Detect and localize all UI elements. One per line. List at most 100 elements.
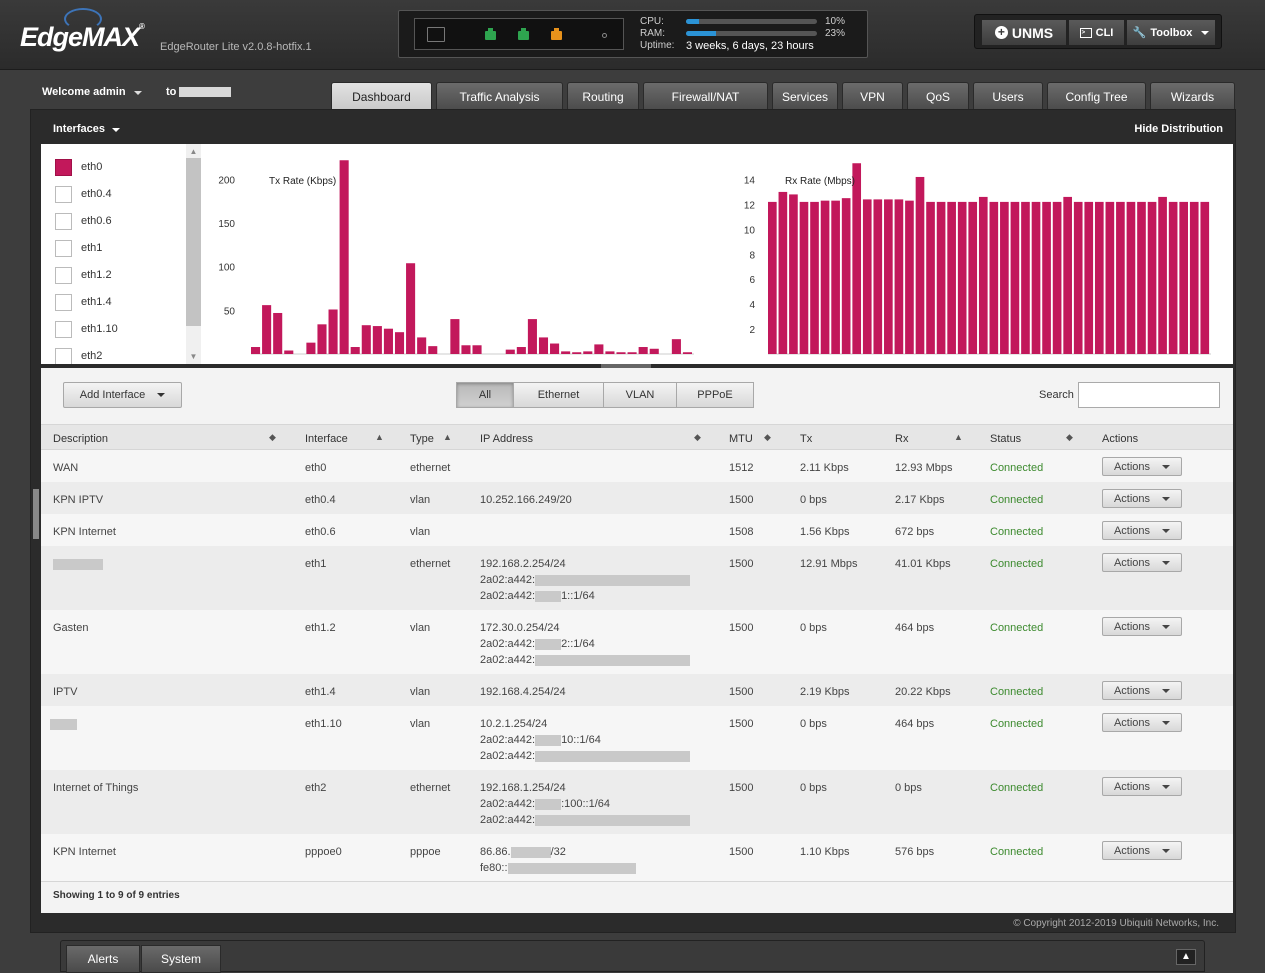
interface-option[interactable]: eth0.4: [55, 185, 112, 203]
port-eth2-icon[interactable]: [551, 28, 562, 40]
interfaces-table-area: Add Interface All Ethernet VLAN PPPoE Se…: [41, 368, 1233, 913]
row-ip-address: 10.252.166.249/20: [480, 492, 572, 508]
tab-users[interactable]: Users: [973, 82, 1043, 110]
sort-both-icon[interactable]: ◆: [1066, 432, 1073, 442]
chart-bar: [450, 319, 460, 354]
ip-line: 10.252.166.249/20: [480, 494, 572, 506]
tab-qos[interactable]: QoS: [907, 82, 969, 110]
chart-bar: [947, 201, 956, 354]
add-interface-button[interactable]: Add Interface: [63, 382, 182, 408]
y-tick-label: 8: [749, 250, 755, 261]
interface-checkbox[interactable]: [55, 239, 72, 257]
interface-checkbox[interactable]: [55, 266, 72, 284]
col-rx[interactable]: Rx: [895, 433, 909, 445]
interface-option[interactable]: eth0: [55, 158, 102, 176]
actions-button[interactable]: Actions: [1102, 681, 1182, 700]
dock-tab-system[interactable]: System: [141, 945, 221, 973]
chevron-up-icon[interactable]: ▲: [1176, 949, 1196, 965]
interface-option-label: eth0: [81, 161, 103, 173]
filter-vlan[interactable]: VLAN: [603, 382, 677, 408]
interface-option-label: eth0.4: [81, 188, 112, 200]
y-tick-label: 12: [744, 200, 756, 211]
col-description[interactable]: Description: [53, 433, 109, 445]
chevron-down-icon: [1162, 624, 1171, 629]
interface-checkbox[interactable]: [55, 212, 72, 230]
scroll-down-icon[interactable]: ▼: [189, 352, 198, 361]
port-eth0-icon[interactable]: [485, 28, 496, 40]
col-interface[interactable]: Interface: [305, 433, 348, 445]
col-tx[interactable]: Tx: [800, 433, 813, 445]
row-interface: eth1.4: [305, 686, 336, 698]
col-status[interactable]: Status: [990, 433, 1022, 445]
user-menu[interactable]: Welcome admin: [42, 86, 142, 98]
dock-tab-alerts[interactable]: Alerts: [66, 945, 140, 973]
tab-routing[interactable]: Routing: [567, 82, 639, 110]
actions-button[interactable]: Actions: [1102, 841, 1182, 860]
actions-label: Actions: [1113, 716, 1151, 729]
interface-option[interactable]: eth1.4: [55, 293, 112, 311]
interface-option[interactable]: eth1.2: [55, 266, 112, 284]
interface-checkbox[interactable]: [55, 158, 72, 176]
scroll-up-icon[interactable]: ▲: [189, 147, 198, 156]
interface-list-scrollbar[interactable]: ▲ ▼: [186, 144, 201, 364]
sort-asc-icon[interactable]: ▲: [443, 432, 452, 442]
toolbox-button[interactable]: 🔧 Toolbox: [1126, 19, 1216, 46]
row-rx: 12.93 Mbps: [895, 462, 953, 474]
tab-services[interactable]: Services: [772, 82, 838, 110]
actions-button[interactable]: Actions: [1102, 617, 1182, 636]
interface-option[interactable]: eth1: [55, 239, 102, 257]
row-mtu: 1500: [729, 622, 754, 634]
search-input[interactable]: [1078, 382, 1220, 408]
redacted-ip-segment: [535, 638, 562, 650]
tab-config-tree[interactable]: Config Tree: [1047, 82, 1146, 110]
actions-button[interactable]: Actions: [1102, 457, 1182, 476]
actions-button[interactable]: Actions: [1102, 553, 1182, 572]
hide-distribution-link[interactable]: Hide Distribution: [1134, 123, 1223, 135]
filter-pppoe[interactable]: PPPoE: [676, 382, 754, 408]
chart-bar: [1063, 196, 1072, 354]
interface-option[interactable]: eth0.6: [55, 212, 112, 230]
col-ip-address[interactable]: IP Address: [480, 433, 533, 445]
actions-button[interactable]: Actions: [1102, 489, 1182, 508]
unms-button[interactable]: + UNMS: [981, 19, 1067, 46]
tab-firewall-nat[interactable]: Firewall/NAT: [643, 82, 768, 110]
tab-traffic-analysis[interactable]: Traffic Analysis: [436, 82, 563, 110]
scrollbar-thumb[interactable]: [186, 158, 201, 326]
interface-checkbox[interactable]: [55, 320, 72, 338]
tab-vpn[interactable]: VPN: [842, 82, 903, 110]
interface-checkbox[interactable]: [55, 293, 72, 311]
copyright: © Copyright 2012-2019 Ubiquiti Networks,…: [1013, 918, 1219, 929]
tab-wizards[interactable]: Wizards: [1150, 82, 1235, 110]
col-type[interactable]: Type: [410, 433, 434, 445]
filter-ethernet[interactable]: Ethernet: [513, 382, 604, 408]
row-mtu: 1500: [729, 782, 754, 794]
resize-handle[interactable]: [601, 364, 651, 368]
chart-bar: [810, 201, 819, 354]
sort-asc-icon[interactable]: ▲: [954, 432, 963, 442]
interfaces-header: Interfaces Hide Distribution: [41, 110, 1233, 144]
interface-checkbox[interactable]: [55, 347, 72, 364]
row-description: KPN IPTV: [53, 494, 104, 506]
port-eth1-icon[interactable]: [518, 28, 529, 40]
interface-option[interactable]: eth1.10: [55, 320, 118, 338]
actions-button[interactable]: Actions: [1102, 521, 1182, 540]
interface-option[interactable]: eth2: [55, 347, 102, 364]
cli-button[interactable]: > CLI: [1068, 19, 1125, 46]
chart-bar: [778, 191, 788, 354]
sort-both-icon[interactable]: ◆: [694, 432, 701, 442]
hostname-label: to: [166, 86, 232, 98]
tab-dashboard[interactable]: Dashboard: [331, 82, 432, 111]
filter-all[interactable]: All: [456, 382, 514, 408]
toolbar-group: + UNMS > CLI 🔧 Toolbox: [974, 14, 1222, 49]
chart-bar: [1000, 201, 1009, 354]
col-mtu[interactable]: MTU: [729, 433, 753, 445]
actions-button[interactable]: Actions: [1102, 777, 1182, 796]
interfaces-dropdown[interactable]: Interfaces: [53, 123, 120, 135]
side-drawer-handle[interactable]: [33, 489, 39, 539]
interface-checkbox[interactable]: [55, 185, 72, 203]
sort-both-icon[interactable]: ◆: [269, 432, 276, 442]
actions-button[interactable]: Actions: [1102, 713, 1182, 732]
sort-both-icon[interactable]: ◆: [764, 432, 771, 442]
uptime-value: 3 weeks, 6 days, 23 hours: [686, 40, 814, 52]
sort-asc-icon[interactable]: ▲: [375, 432, 384, 442]
